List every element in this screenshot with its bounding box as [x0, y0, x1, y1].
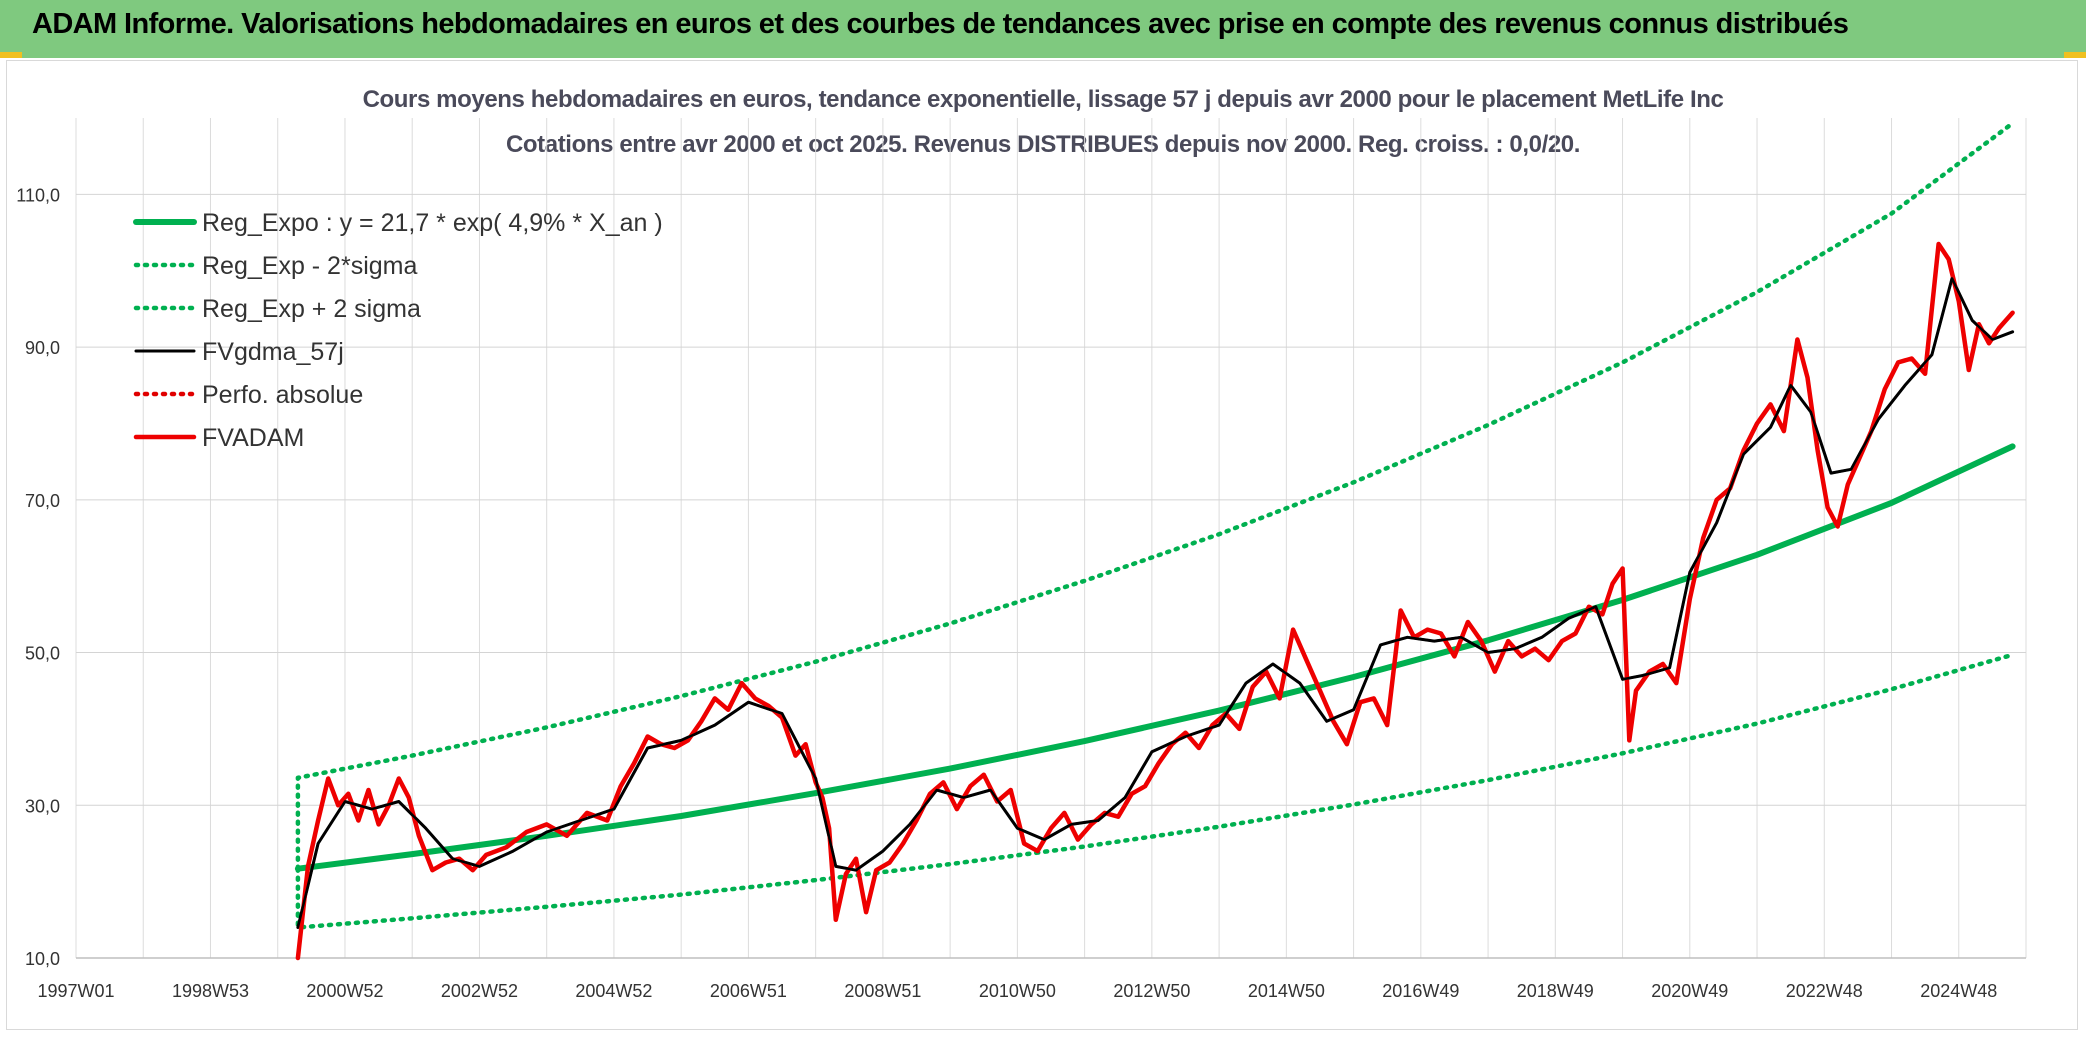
x-tick-label: 2020W49 [1651, 981, 1728, 1001]
report-banner [0, 0, 2086, 58]
y-tick-label: 30,0 [25, 796, 60, 816]
series-line-reg-exp-2-sigma [295, 121, 2015, 871]
chart-frame [6, 60, 2078, 1030]
legend-label: Perfo. absolue [202, 381, 363, 409]
y-tick-label: 90,0 [25, 338, 60, 358]
x-tick-label: 2000W52 [306, 981, 383, 1001]
report-title: ADAM Informe. Valorisations hebdomadaire… [32, 8, 1849, 40]
x-tick-label: 2012W50 [1113, 981, 1190, 1001]
chart-subtitle: Cotations entre avr 2000 et oct 2025. Re… [505, 131, 1581, 158]
legend-label: Reg_Expo : y = 21,7 * exp( 4,9% * X_an ) [202, 209, 663, 237]
y-tick-label: 50,0 [25, 644, 60, 664]
x-tick-label: 2018W49 [1517, 981, 1594, 1001]
x-tick-label: 2004W52 [575, 981, 652, 1001]
banner-corner-left [0, 52, 22, 58]
x-tick-label: 2008W51 [844, 981, 921, 1001]
series-line-fvgdma-overlay [296, 277, 2014, 928]
x-tick-label: 2024W48 [1920, 981, 1997, 1001]
x-tick-label: 2006W51 [710, 981, 787, 1001]
y-tick-label: 70,0 [25, 491, 60, 511]
legend-label: Reg_Exp - 2*sigma [202, 252, 417, 280]
chart-title: Cours moyens hebdomadaires en euros, ten… [362, 86, 1724, 113]
legend-label: Reg_Exp + 2 sigma [202, 295, 421, 323]
x-tick-label: 2022W48 [1786, 981, 1863, 1001]
x-tick-label: 2010W50 [979, 981, 1056, 1001]
x-tick-label: 1997W01 [37, 981, 114, 1001]
y-tick-label: 110,0 [16, 185, 60, 205]
legend-label: FVgdma_57j [202, 338, 344, 366]
series-line-reg-exp-2-sigma [295, 652, 2015, 930]
x-tick-label: 1998W53 [172, 981, 249, 1001]
series-line-fvadam [295, 241, 2015, 961]
banner-corner-right [2064, 52, 2086, 58]
x-tick-label: 2002W52 [441, 981, 518, 1001]
x-tick-label: 2014W50 [1248, 981, 1325, 1001]
y-tick-label: 10,0 [25, 949, 60, 969]
legend-label: FVADAM [202, 424, 304, 452]
x-tick-label: 2016W49 [1382, 981, 1459, 1001]
